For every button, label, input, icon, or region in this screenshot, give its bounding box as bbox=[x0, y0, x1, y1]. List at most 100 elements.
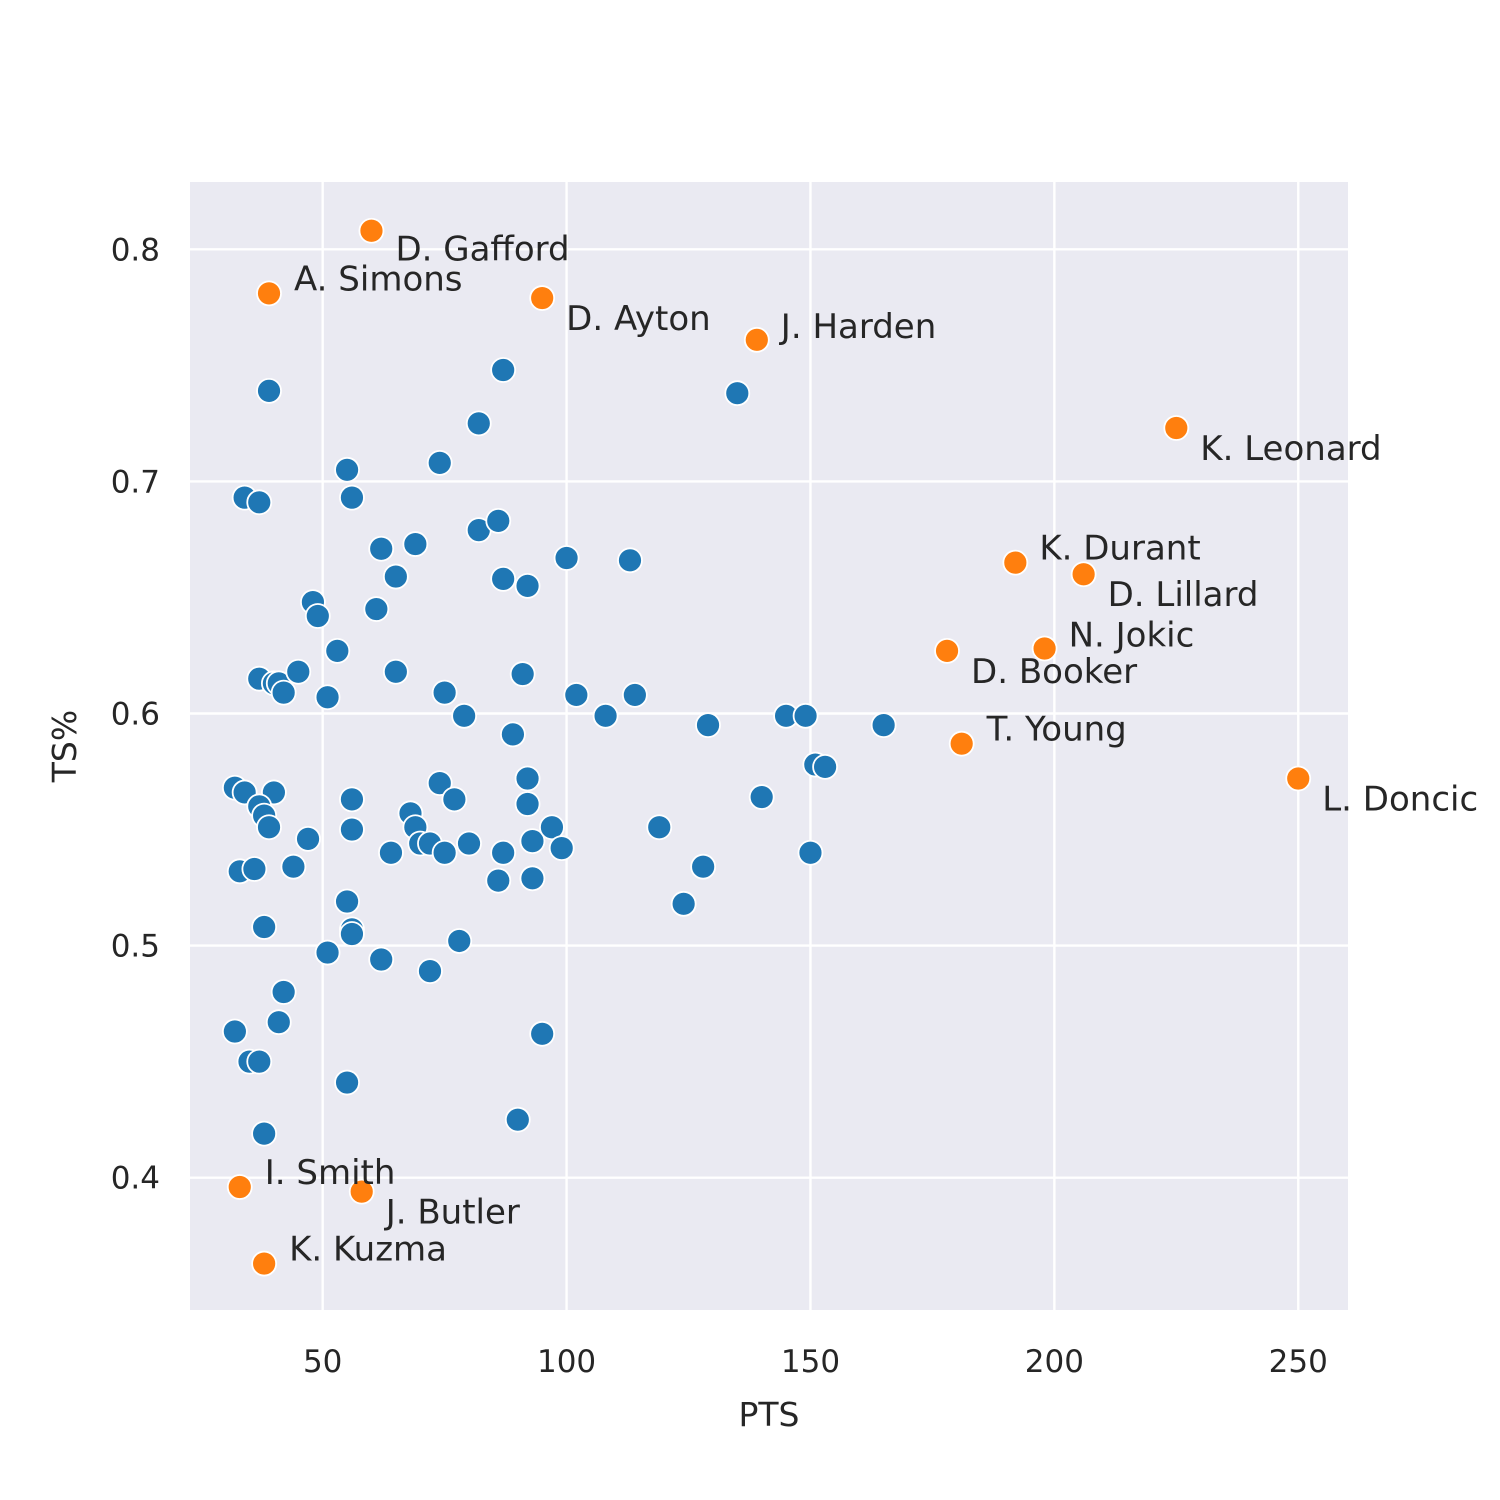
data-point bbox=[382, 658, 409, 685]
data-point bbox=[431, 839, 458, 866]
data-point bbox=[621, 682, 648, 708]
data-point bbox=[256, 814, 282, 841]
data-point bbox=[670, 890, 697, 917]
point-label: L. Doncic bbox=[1322, 779, 1478, 819]
point-label: K. Durant bbox=[1039, 529, 1200, 569]
data-point bbox=[792, 702, 819, 729]
data-point bbox=[441, 786, 468, 813]
data-point bbox=[368, 535, 395, 562]
data-point bbox=[485, 867, 512, 894]
data-point bbox=[563, 682, 590, 708]
data-point bbox=[246, 489, 273, 516]
data-point bbox=[431, 679, 458, 706]
data-point bbox=[339, 816, 365, 843]
highlighted-point bbox=[948, 730, 975, 757]
x-tick-label: 200 bbox=[1025, 1344, 1084, 1380]
data-point bbox=[812, 753, 838, 780]
data-point bbox=[870, 712, 897, 739]
highlighted-point bbox=[226, 1174, 253, 1200]
data-point bbox=[417, 958, 443, 985]
highlighted-point bbox=[1002, 549, 1029, 576]
point-label: J. Butler bbox=[384, 1193, 520, 1233]
data-point bbox=[509, 661, 536, 687]
point-label: D. Ayton bbox=[566, 299, 711, 339]
point-label: I. Smith bbox=[265, 1153, 396, 1193]
data-point bbox=[456, 830, 482, 857]
point-label: J. Harden bbox=[779, 307, 936, 347]
data-point bbox=[500, 721, 526, 748]
point-label: N. Jokic bbox=[1069, 616, 1195, 656]
data-point bbox=[514, 791, 541, 817]
data-point bbox=[490, 565, 517, 592]
point-label: A. Simons bbox=[294, 259, 463, 299]
data-point bbox=[504, 1106, 531, 1133]
data-point bbox=[246, 1048, 273, 1075]
x-tick-label: 150 bbox=[781, 1344, 840, 1380]
data-point bbox=[617, 547, 643, 574]
data-point bbox=[368, 946, 395, 973]
data-point bbox=[451, 702, 478, 729]
highlighted-point bbox=[256, 280, 282, 307]
data-point bbox=[519, 865, 546, 892]
data-point bbox=[295, 825, 321, 852]
x-tick-labels: 50 100 150 200 250 bbox=[303, 1344, 1328, 1380]
data-point bbox=[465, 410, 492, 437]
data-point bbox=[490, 839, 517, 866]
data-point bbox=[690, 853, 717, 880]
data-point bbox=[426, 770, 453, 797]
point-label: K. Leonard bbox=[1200, 429, 1381, 469]
data-point bbox=[285, 658, 312, 685]
data-point bbox=[270, 979, 297, 1005]
data-point bbox=[402, 531, 429, 557]
data-point bbox=[382, 563, 409, 590]
highlighted-point bbox=[251, 1250, 278, 1277]
data-point bbox=[514, 572, 541, 599]
data-point bbox=[519, 828, 546, 855]
data-point bbox=[334, 1069, 360, 1096]
data-point bbox=[221, 1018, 248, 1045]
highlighted-point bbox=[1031, 635, 1058, 662]
data-point bbox=[314, 684, 341, 711]
y-tick-label: 0.7 bbox=[111, 464, 160, 500]
data-point bbox=[251, 1120, 278, 1147]
data-point bbox=[314, 939, 341, 966]
data-point bbox=[334, 456, 360, 483]
y-tick-label: 0.4 bbox=[111, 1161, 160, 1197]
x-tick-label: 100 bbox=[537, 1344, 596, 1380]
data-point bbox=[695, 712, 721, 739]
data-point bbox=[339, 921, 365, 947]
plot-background bbox=[190, 182, 1348, 1310]
data-point bbox=[514, 765, 541, 792]
data-points bbox=[221, 217, 1312, 1277]
point-label: D. Booker bbox=[971, 652, 1137, 692]
data-point bbox=[324, 637, 351, 664]
data-point bbox=[265, 1009, 292, 1036]
highlighted-point bbox=[348, 1178, 375, 1205]
data-point bbox=[485, 507, 512, 534]
data-point bbox=[797, 839, 824, 866]
y-tick-label: 0.6 bbox=[111, 697, 160, 733]
data-point bbox=[256, 377, 282, 404]
y-axis-label: TS% bbox=[45, 710, 84, 783]
highlighted-point bbox=[934, 637, 960, 664]
y-tick-labels: 0.4 0.5 0.6 0.7 0.8 bbox=[111, 232, 160, 1196]
gridlines bbox=[190, 182, 1348, 1310]
data-point bbox=[270, 679, 297, 706]
x-axis-label: PTS bbox=[738, 1395, 799, 1434]
data-point bbox=[339, 786, 365, 813]
data-point bbox=[280, 853, 307, 880]
data-point bbox=[724, 380, 751, 407]
data-point bbox=[490, 357, 517, 383]
x-tick-label: 50 bbox=[303, 1344, 342, 1380]
y-tick-label: 0.5 bbox=[111, 929, 160, 965]
data-point bbox=[339, 484, 365, 511]
data-point bbox=[592, 702, 619, 729]
highlighted-point bbox=[743, 326, 770, 353]
x-tick-label: 250 bbox=[1269, 1344, 1328, 1380]
highlighted-point bbox=[358, 217, 385, 244]
highlighted-point bbox=[1285, 765, 1312, 792]
data-point bbox=[646, 814, 673, 841]
y-tick-label: 0.8 bbox=[111, 232, 160, 268]
